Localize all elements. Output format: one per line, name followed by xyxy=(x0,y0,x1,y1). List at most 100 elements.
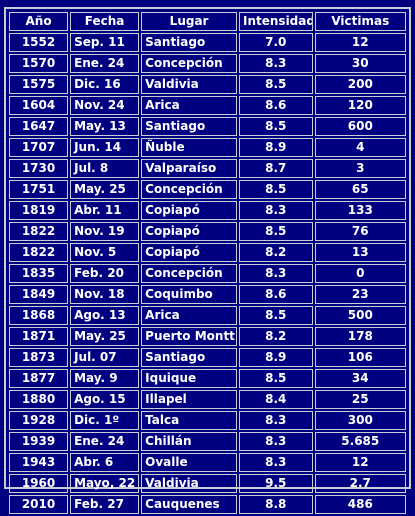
cell-victims: 2.7 xyxy=(314,474,406,493)
cell-place: Valdivia xyxy=(141,75,237,94)
cell-year: 1880 xyxy=(9,390,69,409)
cell-year: 1960 xyxy=(9,474,69,493)
cell-place: Illapel xyxy=(141,390,237,409)
header-victims: Victimas xyxy=(314,12,406,31)
cell-victims: 300 xyxy=(314,411,406,430)
cell-year: 1835 xyxy=(9,264,69,283)
earthquake-table: Año Fecha Lugar Intensidad Victimas 1552… xyxy=(7,10,408,516)
cell-date: Nov. 18 xyxy=(70,285,140,304)
cell-date: Jun. 14 xyxy=(70,138,140,157)
table-row: 1928 Dic. 1º Talca 8.3 300 xyxy=(9,411,406,430)
table-row: 1939 Ene. 24 Chillán 8.3 5.685 xyxy=(9,432,406,451)
cell-date: May. 13 xyxy=(70,117,140,136)
cell-date: Sep. 11 xyxy=(70,33,140,52)
cell-date: Nov. 5 xyxy=(70,243,140,262)
cell-victims: 3 xyxy=(314,159,406,178)
cell-place: Santiago xyxy=(141,348,237,367)
table-row: 1822 Nov. 19 Copiapó 8.5 76 xyxy=(9,222,406,241)
table-row: 1570 Ene. 24 Concepción 8.3 30 xyxy=(9,54,406,73)
table-row: 1647 May. 13 Santiago 8.5 600 xyxy=(9,117,406,136)
cell-victims: 120 xyxy=(314,96,406,115)
cell-place: Iquique xyxy=(141,369,237,388)
cell-intensity: 8.3 xyxy=(239,201,313,220)
cell-victims: 4 xyxy=(314,138,406,157)
cell-victims: 500 xyxy=(314,306,406,325)
cell-intensity: 8.5 xyxy=(239,180,313,199)
cell-place: Santiago xyxy=(141,117,237,136)
table-row: 1871 May. 25 Puerto Montt 8.2 178 xyxy=(9,327,406,346)
cell-victims: 25 xyxy=(314,390,406,409)
cell-victims: 30 xyxy=(314,54,406,73)
table-body: 1552 Sep. 11 Santiago 7.0 12 1570 Ene. 24 Conce… xyxy=(9,33,406,514)
cell-year: 1570 xyxy=(9,54,69,73)
cell-year: 1822 xyxy=(9,222,69,241)
cell-intensity: 8.3 xyxy=(239,432,313,451)
cell-intensity: 8.5 xyxy=(239,222,313,241)
cell-year: 1928 xyxy=(9,411,69,430)
table-row: 1868 Ago. 13 Arica 8.5 500 xyxy=(9,306,406,325)
table-row: 1943 Abr. 6 Ovalle 8.3 12 xyxy=(9,453,406,472)
cell-intensity: 8.5 xyxy=(239,369,313,388)
cell-victims: 600 xyxy=(314,117,406,136)
cell-date: Ago. 13 xyxy=(70,306,140,325)
cell-place: Santiago xyxy=(141,33,237,52)
cell-year: 1849 xyxy=(9,285,69,304)
cell-place: Ñuble xyxy=(141,138,237,157)
cell-victims: 23 xyxy=(314,285,406,304)
cell-intensity: 8.6 xyxy=(239,285,313,304)
cell-intensity: 8.5 xyxy=(239,75,313,94)
cell-place: Copiapó xyxy=(141,243,237,262)
cell-place: Copiapó xyxy=(141,201,237,220)
cell-date: Jul. 8 xyxy=(70,159,140,178)
cell-victims: 12 xyxy=(314,33,406,52)
cell-date: Nov. 24 xyxy=(70,96,140,115)
cell-intensity: 8.3 xyxy=(239,453,313,472)
table-row: 1880 Ago. 15 Illapel 8.4 25 xyxy=(9,390,406,409)
table-row: 1873 Jul. 07 Santiago 8.9 106 xyxy=(9,348,406,367)
cell-year: 1943 xyxy=(9,453,69,472)
header-year: Año xyxy=(9,12,69,31)
cell-year: 1819 xyxy=(9,201,69,220)
cell-place: Puerto Montt xyxy=(141,327,237,346)
table-row: 1751 May. 25 Concepción 8.5 65 xyxy=(9,180,406,199)
cell-place: Valdivia xyxy=(141,474,237,493)
cell-date: May. 9 xyxy=(70,369,140,388)
cell-date: Ene. 24 xyxy=(70,54,140,73)
cell-intensity: 8.3 xyxy=(239,264,313,283)
cell-intensity: 8.9 xyxy=(239,138,313,157)
cell-year: 1575 xyxy=(9,75,69,94)
cell-date: Mayo, 22 xyxy=(70,474,140,493)
cell-year: 1871 xyxy=(9,327,69,346)
cell-place: Arica xyxy=(141,306,237,325)
cell-year: 1822 xyxy=(9,243,69,262)
table-row: 1877 May. 9 Iquique 8.5 34 xyxy=(9,369,406,388)
cell-intensity: 8.9 xyxy=(239,348,313,367)
cell-date: Abr. 6 xyxy=(70,453,140,472)
cell-place: Copiapó xyxy=(141,222,237,241)
cell-date: Dic. 1º xyxy=(70,411,140,430)
cell-intensity: 9.5 xyxy=(239,474,313,493)
cell-year: 1647 xyxy=(9,117,69,136)
cell-victims: 13 xyxy=(314,243,406,262)
cell-year: 1939 xyxy=(9,432,69,451)
cell-place: Chillán xyxy=(141,432,237,451)
cell-intensity: 8.6 xyxy=(239,96,313,115)
cell-victims: 65 xyxy=(314,180,406,199)
earthquake-table-frame: Año Fecha Lugar Intensidad Victimas 1552… xyxy=(4,7,411,514)
cell-place: Concepción xyxy=(141,54,237,73)
cell-victims: 12 xyxy=(314,453,406,472)
cell-intensity: 7.0 xyxy=(239,33,313,52)
cell-victims: 34 xyxy=(314,369,406,388)
cell-date: Ago. 15 xyxy=(70,390,140,409)
cell-victims: 178 xyxy=(314,327,406,346)
cell-year: 1552 xyxy=(9,33,69,52)
cell-intensity: 8.2 xyxy=(239,243,313,262)
cell-year: 1873 xyxy=(9,348,69,367)
table-row: 1960 Mayo, 22 Valdivia 9.5 2.7 xyxy=(9,474,406,493)
cell-intensity: 8.3 xyxy=(239,54,313,73)
cell-place: Concepción xyxy=(141,264,237,283)
cell-intensity: 8.7 xyxy=(239,159,313,178)
header-date: Fecha xyxy=(70,12,140,31)
cell-date: Ene. 24 xyxy=(70,432,140,451)
cell-intensity: 8.2 xyxy=(239,327,313,346)
